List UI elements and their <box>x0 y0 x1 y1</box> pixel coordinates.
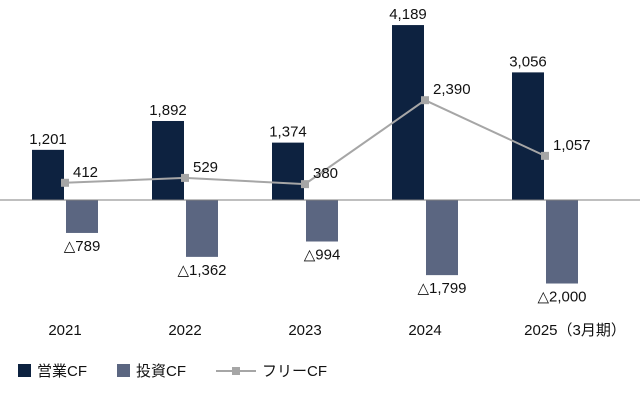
legend-item-investing-cf: 投資CF <box>117 360 186 381</box>
operating-cf-bars <box>32 25 544 201</box>
operating-cf-value-label: 1,892 <box>149 102 187 119</box>
free-cf-value-label: 380 <box>313 165 338 182</box>
free-cf-value-label: 529 <box>193 159 218 176</box>
operating-cf-value-label: 1,201 <box>29 131 67 148</box>
category-label: 2023 <box>288 322 321 339</box>
free-cf-point <box>421 96 429 105</box>
legend-item-operating-cf: 営業CF <box>18 360 87 381</box>
operating-cf-bar <box>32 149 64 200</box>
operating-cf-value-label: 4,189 <box>389 6 427 23</box>
operating-cf-bar <box>512 72 544 200</box>
operating-cf-value-label: 1,374 <box>269 124 307 141</box>
legend: 営業CF 投資CF フリーCF <box>18 360 357 381</box>
free-cf-value-label: 412 <box>73 164 98 181</box>
operating-cf-swatch <box>18 364 31 377</box>
investing-cf-value-label: △994 <box>304 247 341 264</box>
investing-cf-bar <box>546 200 578 284</box>
investing-cf-bar <box>66 200 98 233</box>
category-label: 2024 <box>408 322 441 339</box>
investing-cf-value-label: △1,799 <box>417 280 466 297</box>
free-cf-line-swatch <box>216 364 256 378</box>
category-labels: 2021 2022 2023 2024 2025（3月期） <box>48 322 626 339</box>
free-cf-point <box>181 173 189 182</box>
investing-cf-bar <box>186 200 218 257</box>
category-label: 2025（3月期） <box>524 322 626 339</box>
investing-cf-bars <box>66 200 578 284</box>
free-cf-point <box>301 180 309 189</box>
operating-cf-value-label: 3,056 <box>509 53 547 70</box>
free-cf-value-label: 2,390 <box>433 81 471 98</box>
operating-cf-bar <box>152 120 184 200</box>
investing-cf-value-label: △2,000 <box>537 289 586 306</box>
data-labels: 1,201 △789 1,892 △1,362 1,374 △994 4,189 △1,799… <box>29 6 590 305</box>
category-label: 2021 <box>48 322 81 339</box>
free-cf-polyline <box>64 99 546 186</box>
operating-cf-bar <box>272 142 304 200</box>
free-cf-value-label: 1,057 <box>553 137 591 154</box>
investing-cf-swatch <box>117 364 130 377</box>
investing-cf-value-label: △789 <box>64 238 101 255</box>
investing-cf-bar <box>426 200 458 276</box>
legend-item-free-cf: フリーCF <box>216 360 327 381</box>
legend-label-operating-cf: 営業CF <box>37 363 87 380</box>
free-cf-line <box>61 96 549 189</box>
cash-flow-chart: 1,201 △789 1,892 △1,362 1,374 △994 4,189 △1,799… <box>0 6 640 339</box>
investing-cf-bar <box>306 200 338 242</box>
free-cf-point <box>541 151 549 160</box>
investing-cf-value-label: △1,362 <box>177 262 226 279</box>
legend-label-investing-cf: 投資CF <box>136 363 186 380</box>
free-cf-point <box>61 178 69 187</box>
category-label: 2022 <box>168 322 201 339</box>
legend-label-free-cf: フリーCF <box>262 363 327 380</box>
